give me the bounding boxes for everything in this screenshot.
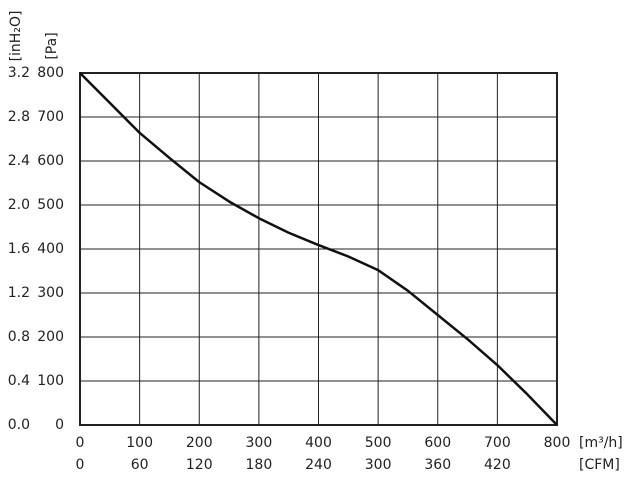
y2-tick-label: 1.6 bbox=[8, 241, 30, 257]
y2-tick-label: 0.0 bbox=[8, 417, 30, 433]
x-tick-label: 400 bbox=[305, 435, 332, 451]
x2-tick-label: 180 bbox=[246, 457, 273, 473]
x-tick-label: 0 bbox=[76, 435, 85, 451]
x2-tick-label: 360 bbox=[424, 457, 451, 473]
x-tick-label: 100 bbox=[126, 435, 153, 451]
y-tick-label: 600 bbox=[37, 153, 64, 169]
y-tick-label: 800 bbox=[37, 65, 64, 81]
y2-tick-label: 1.2 bbox=[8, 285, 30, 301]
y2-tick-label: 3.2 bbox=[8, 65, 30, 81]
x-axis-title: [m³/h] bbox=[579, 435, 623, 451]
y2-axis-title: [inH₂O] bbox=[8, 11, 24, 62]
x2-tick-label: 300 bbox=[365, 457, 392, 473]
y-tick-label: 100 bbox=[37, 373, 64, 389]
x-tick-label: 300 bbox=[246, 435, 273, 451]
x2-tick-label: 60 bbox=[131, 457, 149, 473]
x-tick-label: 800 bbox=[544, 435, 571, 451]
y2-tick-label: 2.0 bbox=[8, 197, 30, 213]
y2-tick-label: 2.8 bbox=[8, 109, 30, 125]
plot-frame bbox=[79, 72, 558, 426]
x2-tick-label: 0 bbox=[76, 457, 85, 473]
x-tick-label: 200 bbox=[186, 435, 213, 451]
y-tick-label: 200 bbox=[37, 329, 64, 345]
x2-tick-label: 240 bbox=[305, 457, 332, 473]
y-tick-label: 0 bbox=[55, 417, 64, 433]
y-tick-label: 300 bbox=[37, 285, 64, 301]
x-tick-label: 500 bbox=[365, 435, 392, 451]
y2-tick-label: 2.4 bbox=[8, 153, 30, 169]
x2-axis-title: [CFM] bbox=[579, 457, 620, 473]
x2-tick-label: 120 bbox=[186, 457, 213, 473]
x2-tick-label: 420 bbox=[484, 457, 511, 473]
y-tick-label: 700 bbox=[37, 109, 64, 125]
y-tick-label: 500 bbox=[37, 197, 64, 213]
y-axis-title: [Pa] bbox=[44, 32, 60, 59]
x-tick-label: 700 bbox=[484, 435, 511, 451]
y2-tick-label: 0.8 bbox=[8, 329, 30, 345]
x-tick-label: 600 bbox=[424, 435, 451, 451]
fan-curve bbox=[79, 72, 558, 426]
y-tick-label: 400 bbox=[37, 241, 64, 257]
y2-tick-label: 0.4 bbox=[8, 373, 30, 389]
